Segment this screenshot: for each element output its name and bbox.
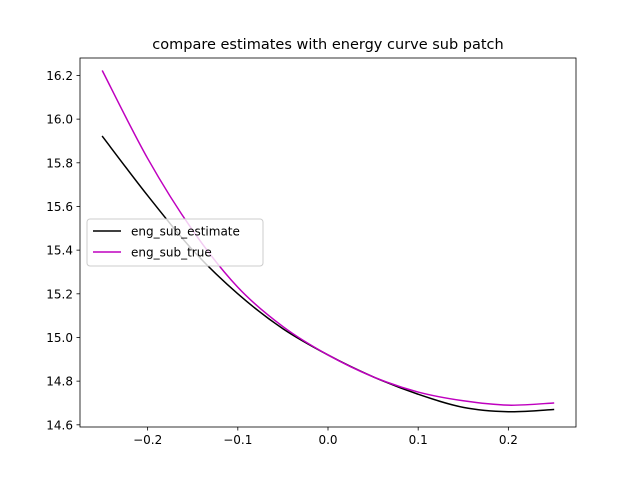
series-line-eng-sub-true [101,70,555,406]
x-tick-label: −0.2 [133,433,162,447]
plot-area: −0.2 −0.1 0.0 0.1 0.2 14.6 14.8 15.0 15.2 15.4 15.… [46,57,577,447]
y-tick-label: 15.4 [46,244,73,258]
x-tick-label: 0.2 [499,433,518,447]
y-tick-label: 15.6 [46,200,73,214]
chart-title: compare estimates with energy curve sub … [152,37,503,53]
x-tick-label: 0.0 [318,433,337,447]
y-tick-label: 15.0 [46,331,73,345]
y-tick-label: 16.2 [46,69,73,83]
y-tick-label: 14.8 [46,375,73,389]
legend-label: eng_sub_true [131,246,212,260]
y-tick-label: 14.6 [46,418,73,432]
y-tick-label: 15.2 [46,287,73,301]
series-line-eng-sub-estimate [101,135,555,413]
legend: eng_sub_estimate eng_sub_true [86,218,264,267]
x-tick-label: −0.1 [223,433,252,447]
legend-box [86,218,264,267]
y-tick-label: 15.8 [46,156,73,170]
x-tick-label: 0.1 [409,433,428,447]
y-tick-label: 16.0 [46,113,73,127]
legend-label: eng_sub_estimate [131,225,240,239]
